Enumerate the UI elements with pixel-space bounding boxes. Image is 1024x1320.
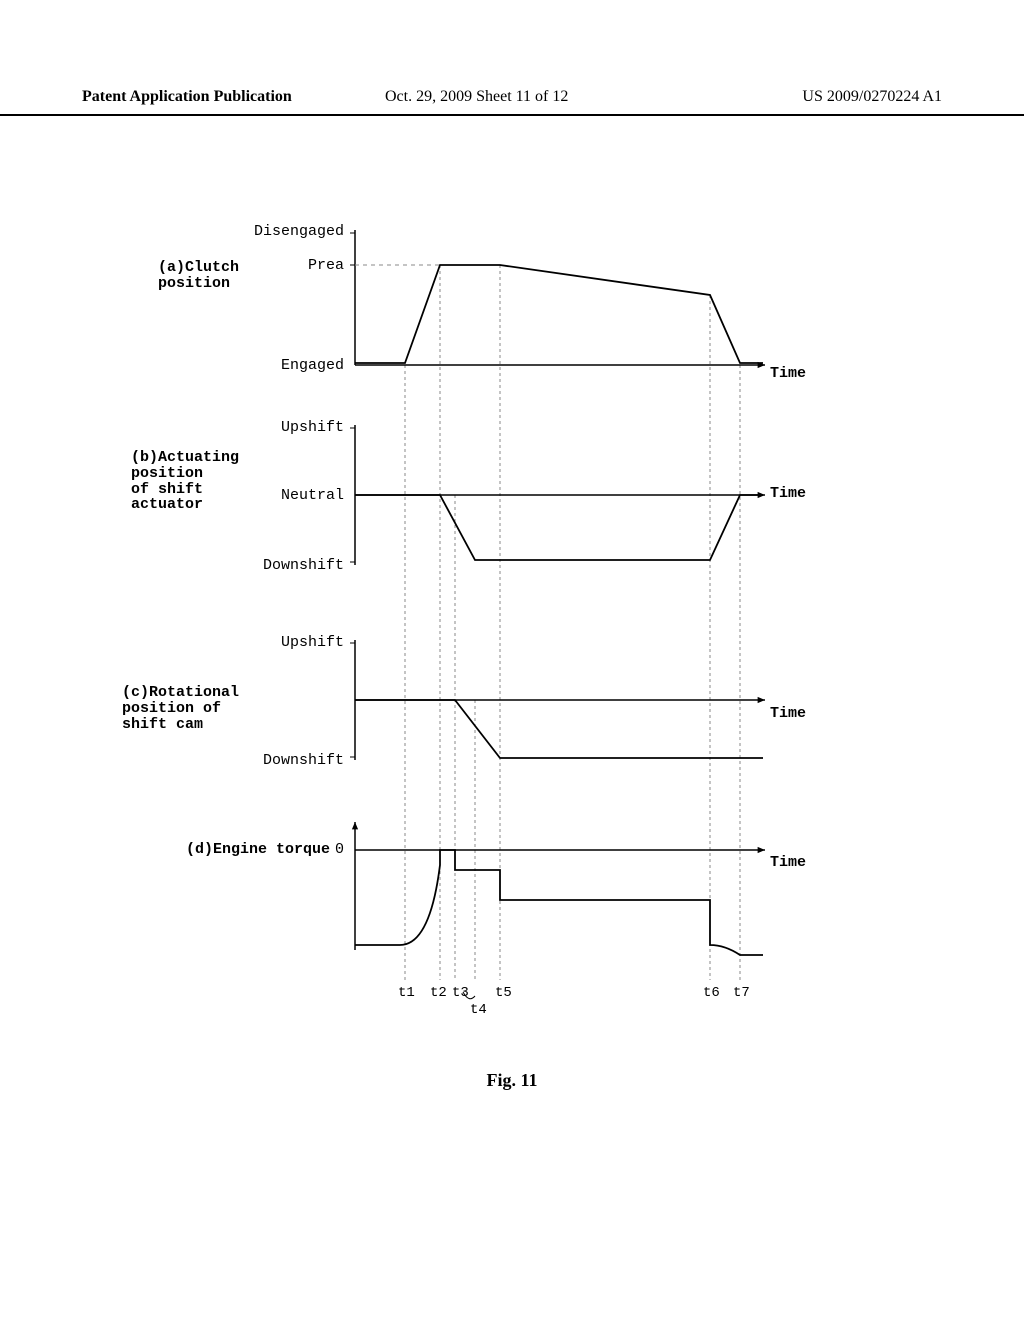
chart-c-title: (c)Rotational position of shift cam bbox=[122, 685, 239, 732]
tick-t2: t2 bbox=[430, 985, 447, 1001]
chart-c-ytop: Upshift bbox=[281, 635, 344, 651]
tick-t4: t4 bbox=[470, 1002, 487, 1018]
header-left: Patent Application Publication bbox=[82, 88, 292, 106]
chart-a-ybot: Engaged bbox=[281, 358, 344, 374]
chart-b-ytop: Upshift bbox=[281, 420, 344, 436]
tick-t5: t5 bbox=[495, 985, 512, 1001]
header-middle: Oct. 29, 2009 Sheet 11 of 12 bbox=[385, 88, 568, 106]
chart-c-ybot: Downshift bbox=[263, 753, 344, 769]
tick-t1: t1 bbox=[398, 985, 415, 1001]
figure-caption: Fig. 11 bbox=[0, 1070, 1024, 1091]
tick-t7: t7 bbox=[733, 985, 750, 1001]
timing-diagram-svg bbox=[0, 210, 1024, 1110]
chart-a-ymid: Prea bbox=[308, 258, 344, 274]
chart-d-ymid: 0 bbox=[335, 842, 344, 858]
chart-a-ytop: Disengaged bbox=[254, 224, 344, 240]
chart-d-title: (d)Engine torque bbox=[186, 842, 330, 858]
header-right: US 2009/0270224 A1 bbox=[802, 88, 942, 106]
figure-area: Disengaged Prea Engaged (a)Clutch positi… bbox=[0, 210, 1024, 1110]
chart-d-xlabel: Time bbox=[770, 854, 806, 871]
chart-b-title: (b)Actuating position of shift actuator bbox=[131, 450, 239, 513]
chart-c-xlabel: Time bbox=[770, 705, 806, 722]
chart-b-ymid: Neutral bbox=[281, 488, 344, 504]
tick-t6: t6 bbox=[703, 985, 720, 1001]
chart-b-ybot: Downshift bbox=[263, 558, 344, 574]
page-header: Patent Application Publication Oct. 29, … bbox=[0, 88, 1024, 116]
chart-a-title: (a)Clutch position bbox=[158, 260, 239, 292]
chart-b-xlabel: Time bbox=[770, 485, 806, 502]
chart-a-xlabel: Time bbox=[770, 365, 806, 382]
tick-t3: t3 bbox=[452, 985, 469, 1001]
